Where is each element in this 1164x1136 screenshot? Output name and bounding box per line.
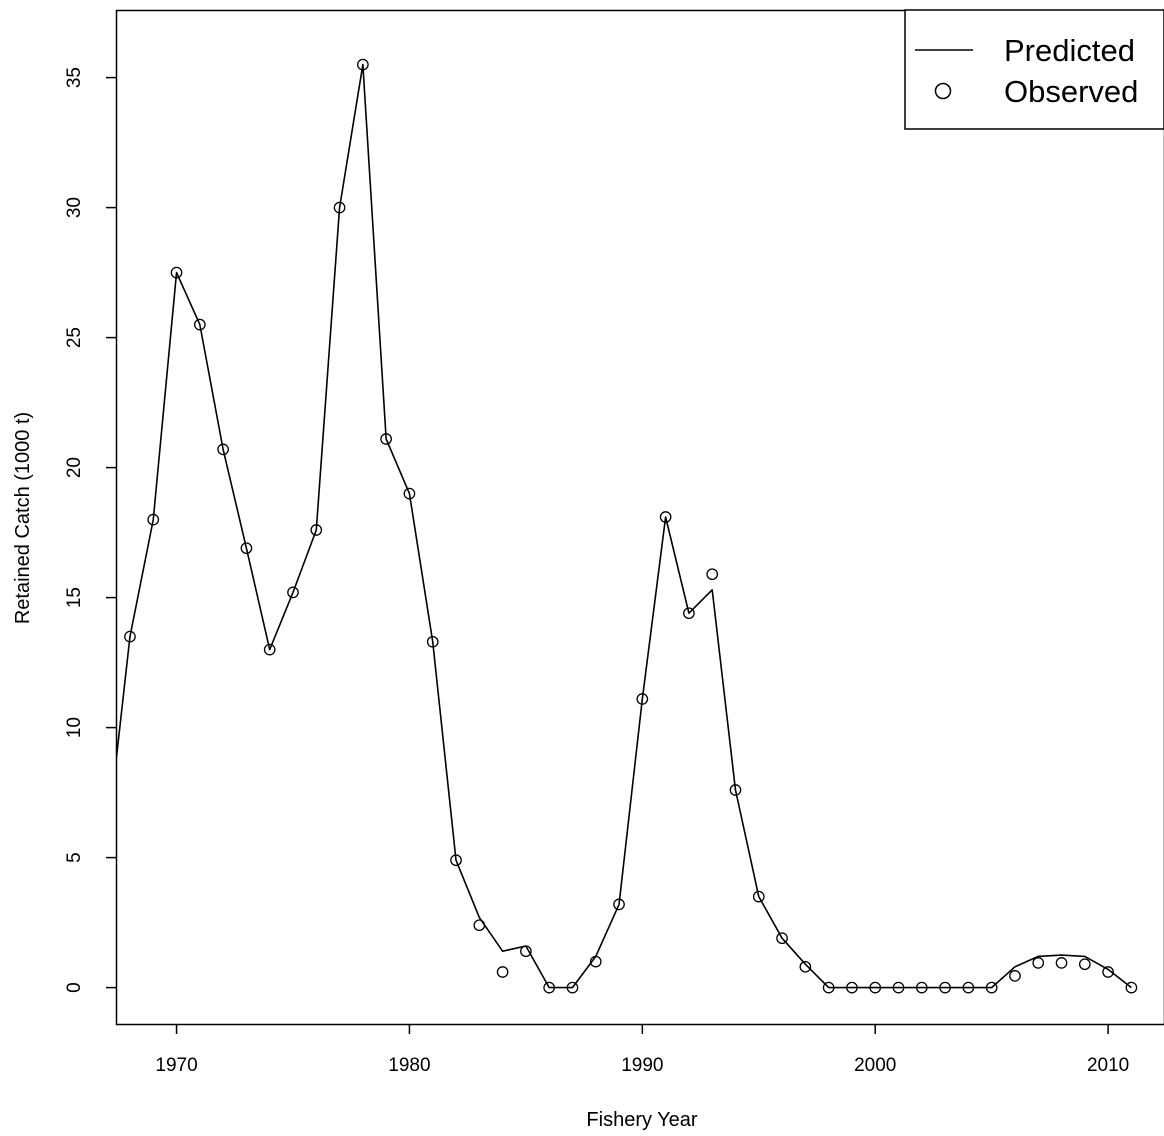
y-tick-label: 10 <box>64 717 85 738</box>
data-point-observed <box>822 981 835 994</box>
data-point-observed <box>147 513 160 526</box>
y-tick-label: 30 <box>64 197 85 218</box>
data-point-observed <box>310 524 323 536</box>
y-axis-title: Retained Catch (1000 t) <box>12 412 34 624</box>
data-point-observed <box>729 784 742 796</box>
y-tick-label: 5 <box>64 852 85 863</box>
data-point-observed <box>566 981 579 994</box>
data-point-observed <box>263 643 276 656</box>
series-group <box>116 58 1138 994</box>
data-point-observed <box>683 607 695 620</box>
data-point-observed <box>450 854 462 867</box>
x-axis-title: Fishery Year <box>586 1109 698 1131</box>
x-tick-label: 1980 <box>388 1055 430 1076</box>
plot-frame <box>115 9 1164 1026</box>
data-point-observed <box>915 981 928 994</box>
data-point-observed <box>1078 958 1091 971</box>
data-point-observed <box>1125 981 1138 994</box>
data-point-observed <box>193 318 206 331</box>
x-tick-label: 2010 <box>1087 1055 1129 1076</box>
axes: 1970 1980 1990 2000 2010 0 5 10 15 20 25 30 35 <box>64 9 1164 1076</box>
x-tick-label: 1990 <box>621 1055 663 1076</box>
data-point-observed <box>869 981 882 994</box>
legend-label-predicted: Predicted <box>1004 33 1135 68</box>
data-point-observed <box>659 511 672 523</box>
y-tick-label: 20 <box>64 457 85 478</box>
y-tick-label: 35 <box>64 67 85 88</box>
data-point-observed <box>240 542 253 555</box>
data-point-observed <box>985 981 998 994</box>
data-point-observed <box>752 890 765 903</box>
data-point-observed <box>1055 957 1068 969</box>
legend-label-observed: Observed <box>1004 74 1138 109</box>
data-point-observed <box>939 981 951 994</box>
data-point-observed <box>892 981 905 994</box>
data-point-observed <box>333 201 346 214</box>
data-point-observed <box>1102 966 1114 978</box>
legend-point-swatch <box>934 82 952 100</box>
data-point-observed <box>589 955 602 968</box>
data-point-observed <box>520 945 532 958</box>
data-point-observed <box>1032 957 1045 969</box>
data-point-observed <box>799 960 812 973</box>
y-tick-label: 15 <box>64 587 85 608</box>
data-point-observed <box>636 693 649 705</box>
data-point-observed <box>1009 970 1021 982</box>
data-point-observed <box>706 568 719 581</box>
plot-area <box>116 58 1138 994</box>
x-tick-label: 2000 <box>854 1055 896 1076</box>
data-point-observed <box>380 433 393 445</box>
data-point-observed <box>403 487 416 500</box>
data-point-observed <box>426 635 439 648</box>
y-tick-label: 0 <box>64 982 85 993</box>
x-tick-label: 1970 <box>155 1055 197 1076</box>
data-point-observed <box>846 981 858 994</box>
y-tick-label: 25 <box>64 327 85 348</box>
data-point-observed <box>287 586 299 599</box>
data-point-observed <box>543 981 556 994</box>
legend-box <box>904 9 1164 130</box>
series-line-predicted <box>116 63 1132 989</box>
data-point-observed <box>613 898 625 911</box>
data-point-observed <box>473 919 486 932</box>
data-point-observed <box>776 932 788 945</box>
data-point-observed <box>124 630 136 643</box>
legend: Predicted Observed <box>904 9 1164 130</box>
data-point-observed <box>357 58 369 71</box>
data-point-observed <box>170 266 183 279</box>
data-point-observed <box>962 981 975 994</box>
data-point-observed <box>496 966 509 978</box>
data-point-observed <box>217 443 229 456</box>
